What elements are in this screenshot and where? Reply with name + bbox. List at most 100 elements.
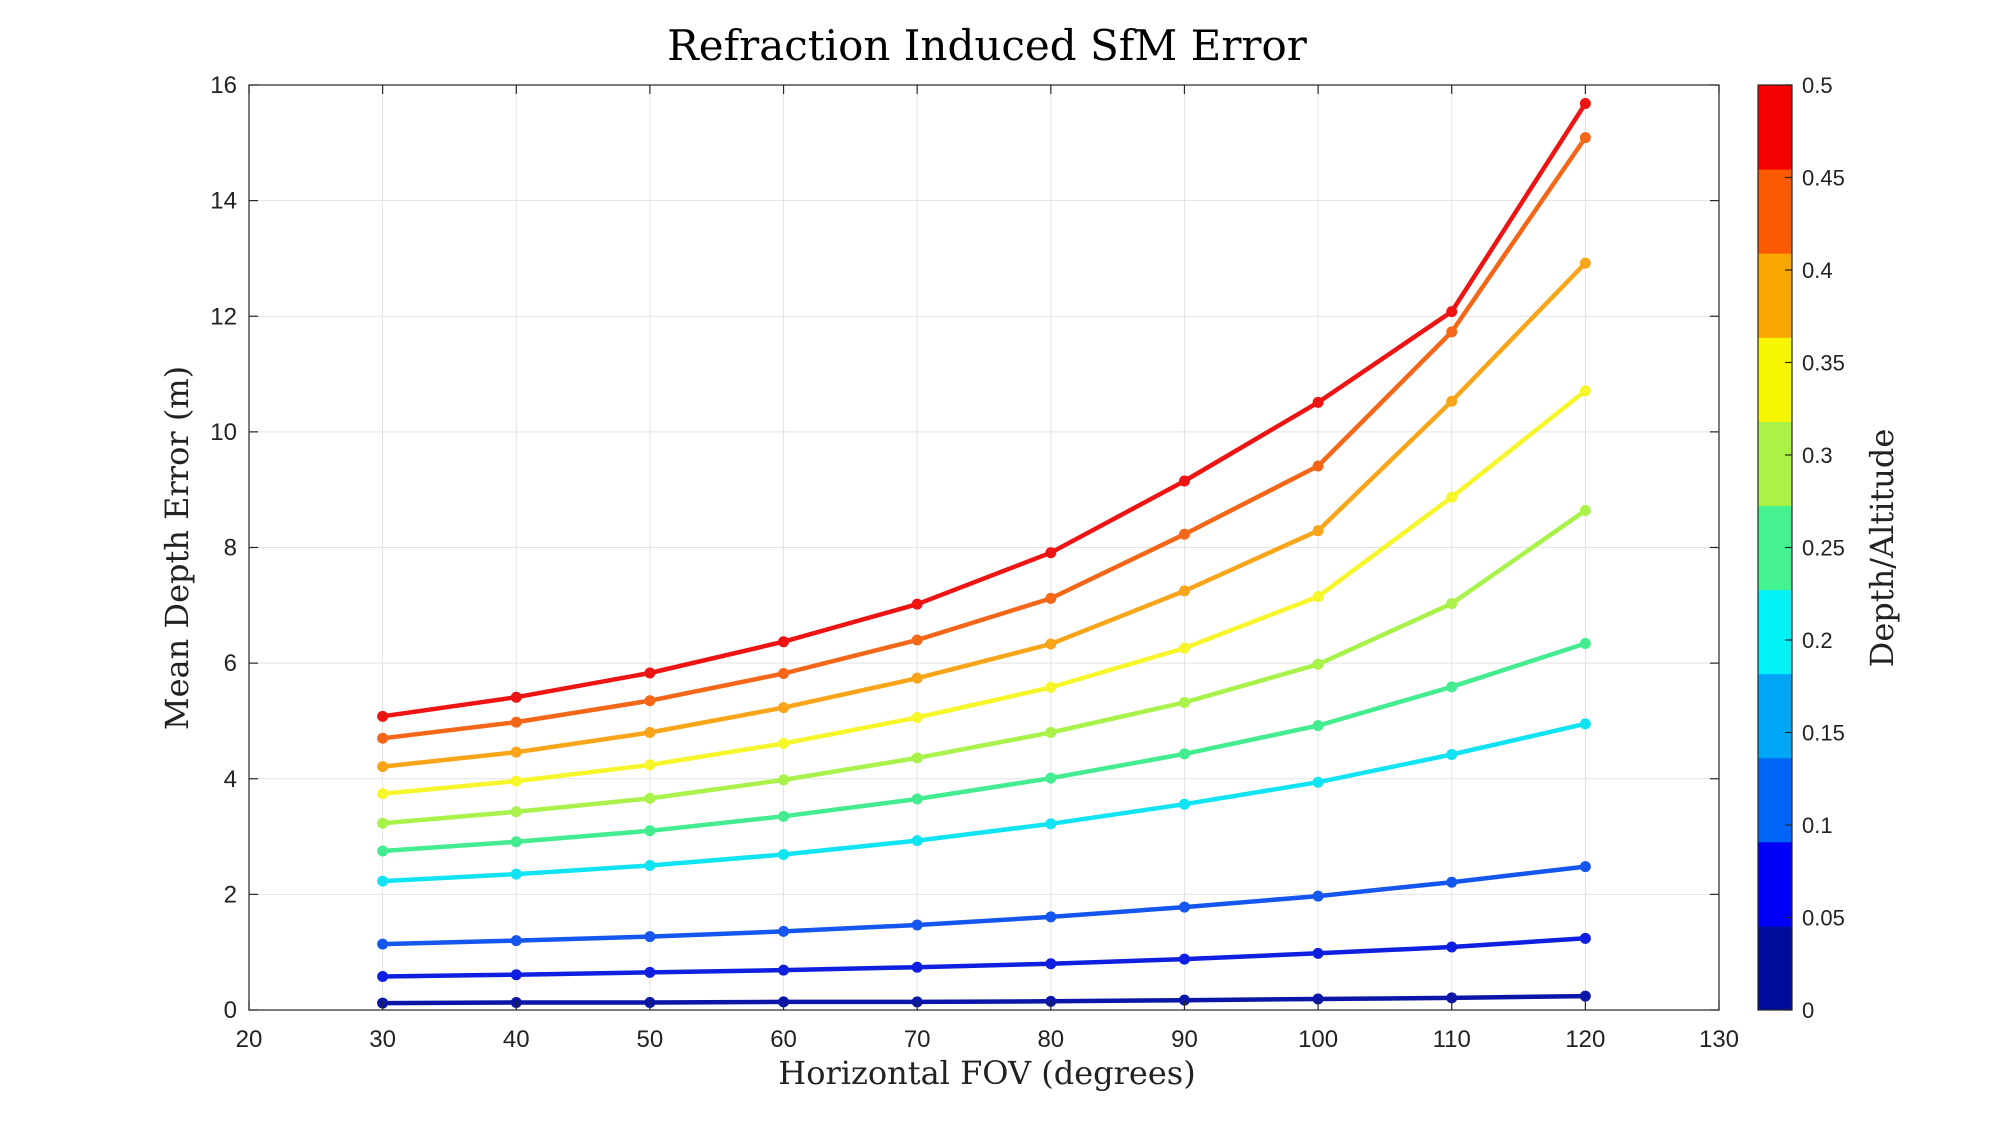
data-point [1312,720,1324,732]
data-point [911,711,923,723]
y-tick-label: 0 [224,997,237,1024]
data-point [1579,98,1591,109]
data-point [510,836,522,848]
x-axis-label: Horizontal FOV (degrees) [778,1054,1195,1092]
data-point [377,710,389,722]
series-line [382,508,1587,826]
data-point [1312,591,1324,603]
x-tick-label: 90 [1171,1026,1198,1053]
data-point [1178,528,1190,540]
data-point [1579,718,1591,730]
series-line [382,389,1587,797]
data-point [911,672,923,684]
data-point [1579,637,1591,649]
colorbar-band [1758,589,1792,675]
series-0.5 [377,98,1591,722]
data-point [377,817,389,829]
y-tick-label: 6 [224,650,237,677]
y-tick-label: 2 [224,881,237,908]
data-point [644,825,656,837]
x-tick-label: 20 [236,1026,263,1053]
data-point [1579,990,1591,1002]
x-tick-label: 100 [1298,1026,1338,1053]
data-point [510,935,522,947]
data-point [1446,748,1458,760]
y-tick-label: 10 [210,419,237,446]
data-point [778,848,790,860]
data-point [911,835,923,847]
series-0.4 [377,257,1591,773]
data-point [911,919,923,931]
data-point [1446,941,1458,953]
y-tick-label: 4 [224,766,237,793]
x-tick-label: 60 [770,1026,797,1053]
data-point [1312,993,1324,1005]
colorbar-tick-label: 0.3 [1802,443,1833,468]
data-point [1045,958,1057,970]
x-tick-label: 110 [1433,1026,1471,1053]
data-point [1312,396,1324,408]
colorbar-band [1758,169,1792,254]
colorbar: 0 0.05 0.1 0.15 0.2 0.25 0.3 0.35 0.4 0.45 0.5 [1757,73,1845,1023]
data-point [1446,992,1458,1004]
data-point [644,695,656,707]
data-point [1446,326,1458,338]
data-point [778,702,790,714]
data-point [1178,953,1190,965]
data-point [510,868,522,880]
colorbar-band [1758,85,1792,170]
data-point [1045,547,1057,559]
data-point [510,691,522,703]
data-point [1178,994,1190,1006]
data-point [644,792,656,804]
data-point [1446,491,1458,503]
data-point [1446,598,1458,610]
series-0.1 [377,932,1591,982]
colorbar-tick-label: 0.05 [1802,906,1845,931]
colorbar-tick-label: 0 [1802,998,1814,1023]
data-point [1312,460,1324,472]
series-line [382,136,1588,741]
data-point [1045,592,1057,604]
data-point [778,737,790,749]
data-point [377,732,389,744]
data-point [510,806,522,818]
data-point [778,964,790,976]
data-point [1579,257,1591,269]
colorbar-tick-label: 0.45 [1802,166,1845,191]
data-point [1045,772,1057,784]
data-point [1312,890,1324,902]
series-line [382,721,1586,884]
data-point [1045,911,1057,923]
series-line [382,936,1586,979]
data-point [1446,876,1458,888]
x-tick-label: 80 [1037,1026,1064,1053]
y-tick-label: 12 [210,303,237,330]
series-0.45 [377,132,1591,744]
data-point [911,598,923,610]
data-point [377,788,389,800]
data-point [510,716,522,728]
colorbar-tick-label: 0.2 [1802,628,1833,653]
data-point [510,775,522,787]
data-point [1579,861,1591,873]
colorbar-tick-label: 0.25 [1802,536,1845,561]
data-point [377,875,389,887]
data-point [1178,475,1190,487]
data-point [911,961,923,973]
y-axis-label: Mean Depth Error (m) [158,366,196,730]
series-0.35 [377,385,1591,800]
data-point [644,931,656,943]
data-point [1045,638,1057,650]
x-tick-label: 130 [1699,1026,1739,1053]
series-line [382,993,1586,1006]
colorbar-label: Depth/Altitude [1863,429,1901,668]
y-ticks: 0 2 4 6 8 10 12 14 16 [210,72,1719,1024]
y-tick-label: 16 [210,72,237,99]
series-0.3 [377,505,1591,829]
data-point [1579,505,1591,516]
x-tick-label: 120 [1565,1026,1605,1053]
series-0.15 [377,861,1591,950]
